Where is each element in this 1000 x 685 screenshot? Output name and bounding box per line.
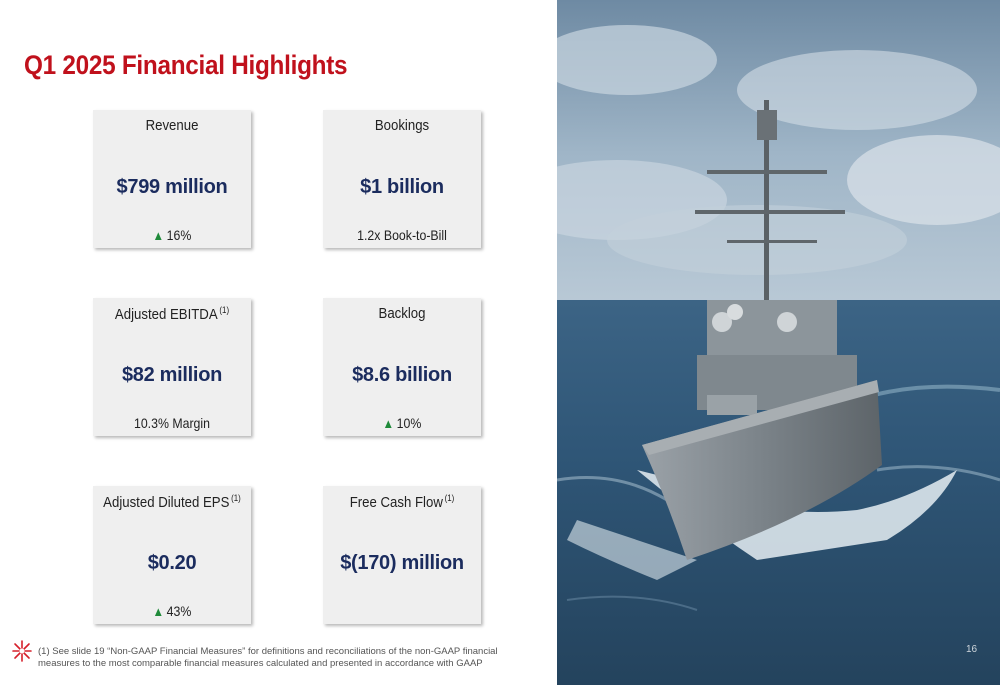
adjusted-eps-change: ▲ 43% bbox=[102, 603, 241, 619]
footnote-marker: (1) bbox=[444, 493, 455, 503]
backlog-value: $8.6 billion bbox=[352, 364, 452, 386]
adjusted-eps-change-text: 43% bbox=[166, 603, 192, 619]
adjusted-eps-label: Adjusted Diluted EPS (1) bbox=[102, 493, 241, 511]
revenue-label: Revenue bbox=[145, 117, 199, 134]
adjusted-eps-label-text: Adjusted Diluted EPS bbox=[103, 494, 230, 511]
free-cash-flow-card: Free Cash Flow (1) $(170) million bbox=[323, 486, 481, 624]
starburst-logo-icon bbox=[12, 640, 32, 662]
page-title: Q1 2025 Financial Highlights bbox=[24, 50, 348, 80]
adjusted-eps-card: Adjusted Diluted EPS (1) $0.20 ▲ 43% bbox=[93, 486, 251, 624]
up-triangle-icon: ▲ bbox=[382, 416, 395, 431]
revenue-change-text: 16% bbox=[166, 227, 192, 243]
free-cash-flow-label-text: Free Cash Flow bbox=[349, 494, 443, 511]
destroyer-photo bbox=[557, 0, 1000, 685]
up-triangle-icon: ▲ bbox=[152, 228, 165, 243]
footnote-marker: (1) bbox=[219, 305, 230, 315]
bookings-value: $1 billion bbox=[360, 176, 444, 198]
page-number: 16 bbox=[966, 644, 978, 655]
free-cash-flow-value: $(170) million bbox=[340, 552, 464, 574]
footnote-marker: (1) bbox=[231, 493, 241, 503]
backlog-card: Backlog $8.6 billion ▲ 10% bbox=[323, 298, 481, 436]
adjusted-ebitda-label: Adjusted EBITDA (1) bbox=[102, 305, 241, 323]
footnote: (1) See slide 19 “Non-GAAP Financial Mea… bbox=[38, 646, 498, 669]
adjusted-ebitda-label-text: Adjusted EBITDA bbox=[114, 306, 218, 323]
adjusted-ebitda-margin: 10.3% Margin bbox=[133, 415, 211, 431]
revenue-card: Revenue $799 million ▲ 16% bbox=[93, 110, 251, 248]
backlog-label: Backlog bbox=[378, 305, 426, 322]
adjusted-ebitda-value: $82 million bbox=[121, 364, 223, 386]
bookings-sub: 1.2x Book-to-Bill bbox=[357, 227, 447, 243]
adjusted-ebitda-card: Adjusted EBITDA (1) $82 million 10.3% Mar… bbox=[93, 298, 251, 436]
backlog-change: ▲ 10% bbox=[332, 415, 471, 431]
revenue-change: ▲ 16% bbox=[102, 227, 241, 243]
bookings-card: Bookings $1 billion 1.2x Book-to-Bill bbox=[323, 110, 481, 248]
free-cash-flow-label: Free Cash Flow (1) bbox=[332, 493, 471, 511]
up-triangle-icon: ▲ bbox=[152, 604, 165, 619]
adjusted-eps-value: $0.20 bbox=[147, 552, 197, 574]
backlog-change-text: 10% bbox=[396, 415, 422, 431]
revenue-value: $799 million bbox=[116, 176, 228, 198]
bookings-label: Bookings bbox=[374, 117, 430, 134]
